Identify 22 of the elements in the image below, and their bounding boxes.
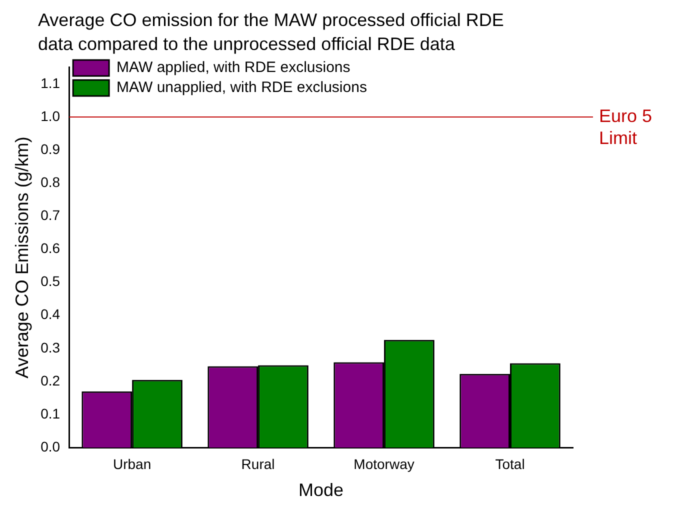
y-tick-label: 1.1 [40, 74, 60, 91]
y-tick-label: 0.1 [40, 405, 60, 422]
y-tick-label: 0.2 [40, 372, 60, 388]
legend-label: MAW unapplied, with RDE exclusions [116, 79, 367, 96]
y-tick-label: 0.6 [40, 240, 60, 256]
y-tick-label: 0.4 [40, 306, 60, 322]
y-axis-title: Average CO Emissions (g/km) [12, 136, 32, 378]
x-tick-label: Urban [112, 456, 152, 472]
y-tick-label: 1.0 [40, 108, 60, 124]
ref-line-label: Euro 5 Limit [599, 106, 652, 148]
y-tick-label: 0.8 [40, 174, 60, 190]
x-tick-label: Motorway [354, 456, 414, 472]
x-axis-title: Mode [298, 480, 344, 500]
x-tick-label: Rural [241, 456, 275, 472]
y-tick-label: 0.7 [40, 207, 60, 224]
legend-label: MAW applied, with RDE exclusions [116, 59, 350, 76]
y-tick-label: 0.5 [40, 273, 60, 290]
chart-title: Average CO emission for the MAW processed official RDE data compared to the unprocessed official RDE data [38, 9, 505, 56]
x-tick-label: Total [495, 456, 525, 472]
y-tick-label: 0.0 [40, 438, 60, 454]
y-tick-label: 0.3 [40, 339, 60, 356]
y-tick-label: 0.9 [40, 140, 60, 157]
